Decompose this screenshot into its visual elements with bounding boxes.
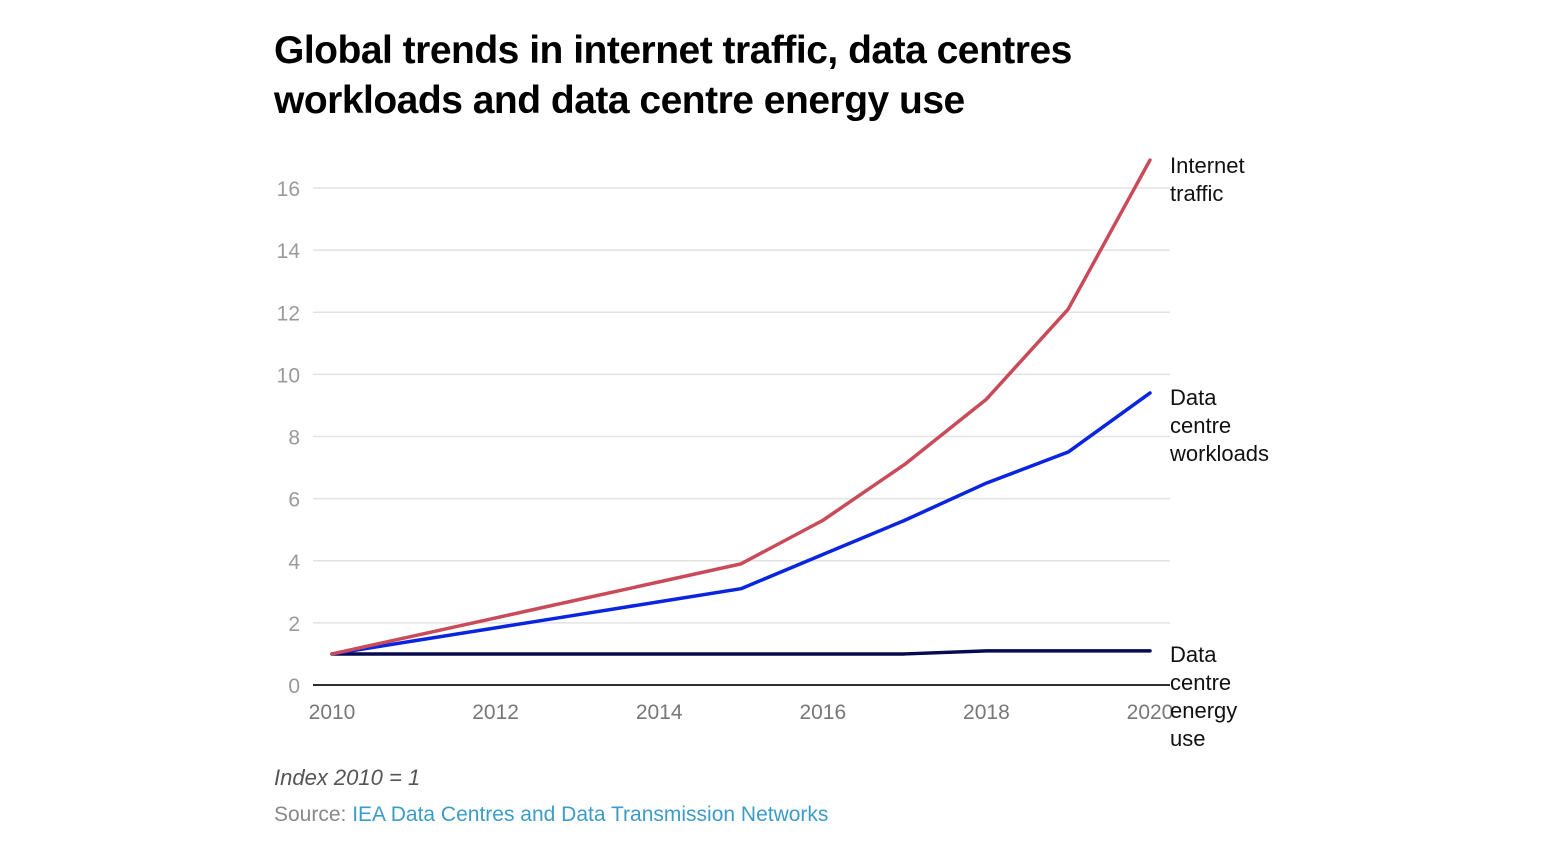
y-tick-label: 8	[288, 427, 300, 450]
series-lines	[330, 158, 1152, 656]
x-axis-ticks: 2010 2012 2014 2016 2018 2020	[309, 701, 1174, 724]
series-label-line: Data	[1170, 642, 1217, 667]
x-tick-label: 2018	[963, 701, 1010, 724]
series-label-line: traffic	[1170, 181, 1223, 206]
y-axis-ticks: 0 2 4 6 8 10 12 14 16	[277, 178, 301, 698]
series-labels: Internet traffic Data centre workloads Data ce…	[1169, 153, 1269, 751]
series-label-line: workloads	[1169, 441, 1269, 466]
x-tick-label: 2016	[799, 701, 846, 724]
series-label-line: energy	[1170, 698, 1237, 723]
series-label: Data centre energy use	[1170, 642, 1237, 751]
series-label-line: Internet	[1170, 153, 1245, 178]
source-prefix: Source:	[274, 803, 353, 826]
y-tick-label: 4	[288, 551, 300, 574]
series-label-line: centre	[1170, 670, 1231, 695]
x-tick-label: 2012	[472, 701, 519, 724]
series-label: Internet traffic	[1170, 153, 1245, 206]
y-tick-label: 0	[288, 675, 300, 698]
series-label-line: use	[1170, 726, 1205, 751]
gridlines	[313, 187, 1170, 624]
x-tick-label: 2010	[309, 701, 356, 724]
series-line-data-centre-workloads	[330, 391, 1152, 656]
y-tick-label: 14	[277, 240, 301, 263]
y-tick-label: 6	[288, 489, 300, 512]
x-tick-label: 2020	[1127, 701, 1174, 724]
series-label-line: centre	[1170, 413, 1231, 438]
index-note: Index 2010 = 1	[274, 765, 421, 790]
series-label: Data centre workloads	[1169, 385, 1269, 466]
source-line: Source: IEA Data Centres and Data Transm…	[274, 803, 828, 827]
chart-title: Global trends in internet traffic, data …	[274, 29, 1072, 122]
series-label-line: Data	[1170, 385, 1217, 410]
y-tick-label: 12	[277, 302, 300, 325]
source-link[interactable]: IEA Data Centres and Data Transmission N…	[352, 803, 829, 826]
y-tick-label: 16	[277, 178, 300, 201]
x-tick-label: 2014	[636, 701, 683, 724]
series-line-data-centre-energy-use	[330, 649, 1152, 656]
y-tick-label: 10	[277, 364, 300, 387]
series-line-internet-traffic	[330, 158, 1152, 656]
y-tick-label: 2	[288, 613, 300, 636]
